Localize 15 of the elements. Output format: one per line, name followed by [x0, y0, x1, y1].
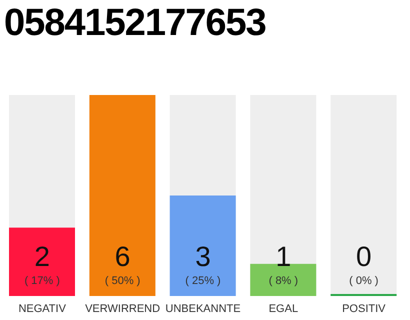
x-tick-label: VERWIRREND: [85, 303, 160, 315]
annotation: 3: [195, 241, 211, 272]
x-tick-label: UNBEKANNTE: [165, 303, 241, 315]
x-tick-label: NEGATIV: [18, 303, 67, 315]
annotation: 2: [34, 241, 50, 272]
data-label: ( 8% ): [268, 275, 298, 287]
annotation: 6: [114, 241, 130, 272]
data-label: ( 50% ): [104, 275, 140, 287]
data-label: ( 0% ): [349, 275, 378, 287]
data-label: ( 17% ): [24, 275, 60, 287]
x-tick-label: EGAL: [268, 303, 298, 315]
chart-title: 0584152177653: [4, 1, 266, 46]
annotation: 0: [356, 241, 372, 272]
data-label: ( 25% ): [185, 275, 221, 287]
x-tick-label: POSITIV: [342, 303, 386, 315]
